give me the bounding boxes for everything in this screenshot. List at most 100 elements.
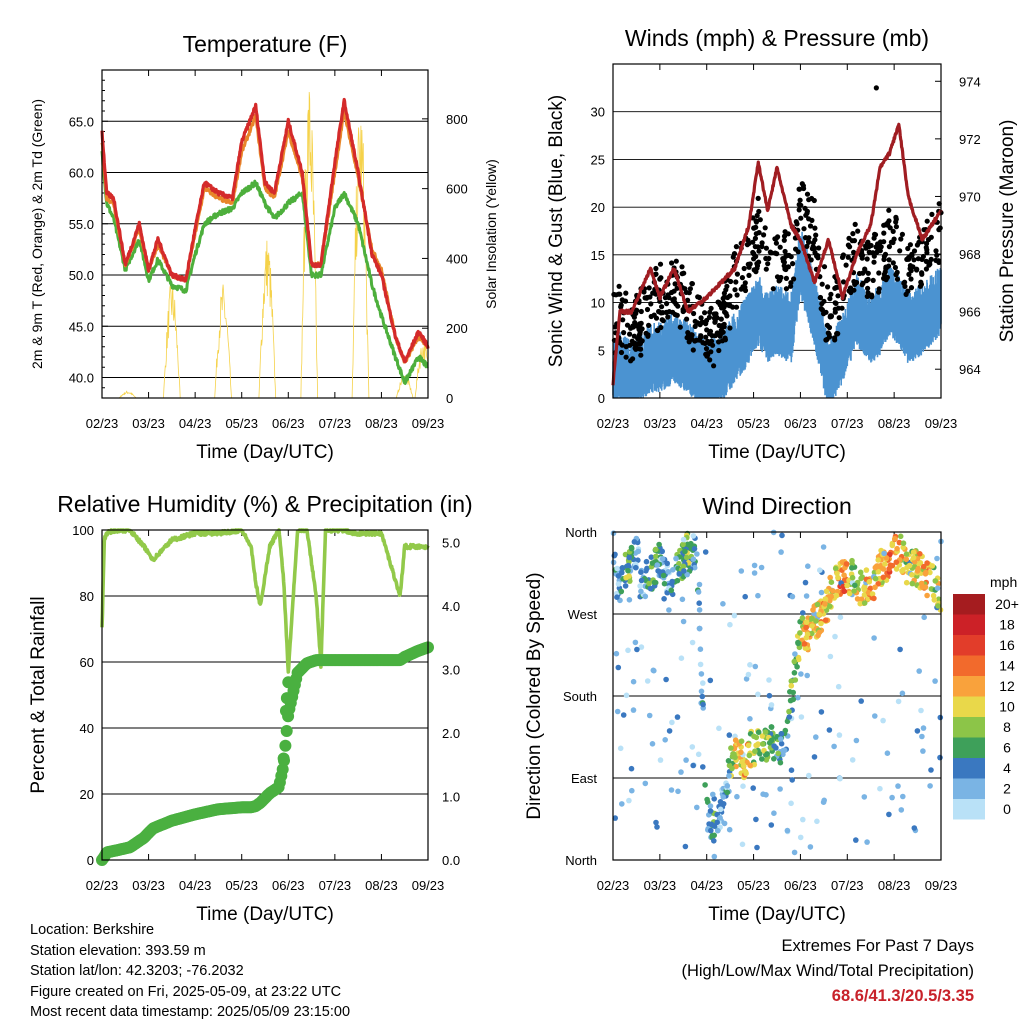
gust-point [785,231,791,237]
direction-point [708,827,714,834]
direction-point [768,822,775,828]
gust-point [637,330,643,337]
gust-point [911,248,918,254]
gust-point [788,283,794,289]
direction-point [835,574,841,581]
x-tick-label: 06/23 [784,878,817,893]
direction-point [620,712,627,718]
direction-point [875,557,881,563]
gust-point [761,232,767,238]
direction-point [788,800,794,807]
y-right-tick-label: 800 [446,112,468,127]
x-tick-label: 07/23 [831,416,864,431]
direction-point [778,731,785,737]
direction-point [726,826,733,833]
direction-point [696,625,703,632]
direction-point [802,645,809,651]
gust-point [888,239,895,245]
gust-point [881,230,887,236]
y-tick-label: West [568,607,598,622]
y-tick-label: 5 [598,343,605,358]
gust-point [664,301,670,307]
gust-point [832,309,838,315]
direction-point [788,767,795,773]
gust-point [753,231,759,237]
gust-point [616,283,622,289]
direction-point [711,796,717,802]
gust-point [898,236,904,242]
direction-point [642,593,649,600]
gust-point [796,207,802,213]
gust-point [653,315,660,321]
direction-point [759,741,766,747]
y-tick-label: 60.0 [69,166,94,181]
gust-point [894,276,901,282]
gust-point [730,304,736,310]
gust-point [876,286,882,292]
direction-point [716,725,722,732]
gust-point [696,294,703,301]
direction-point [694,804,700,811]
direction-point [811,754,818,760]
gust-point [628,358,634,364]
direction-point [851,588,857,594]
gust-point [665,314,671,320]
legend-swatch [953,799,985,820]
x-tick-label: 03/23 [644,416,677,431]
plot-frame [612,531,942,861]
direction-point [755,691,761,698]
y-axis-label: Direction (Colored By Speed) [524,572,545,819]
legend-label: 20+ [995,596,1019,612]
direction-point [914,728,921,734]
y-tick-label: 40 [80,721,94,736]
direction-point [717,815,723,821]
gust-point [859,250,865,256]
direction-point [676,571,683,577]
direction-point [728,745,734,751]
gust-point [669,260,675,266]
direction-point [898,807,905,813]
gust-point [689,332,695,338]
direction-point [669,719,675,726]
direction-point [619,569,625,576]
direction-point [903,551,910,557]
direction-point [614,565,620,572]
gust-point [711,363,717,369]
direction-point [771,743,777,749]
gust-point [637,324,643,330]
gust-point [884,264,890,271]
direction-point [683,554,690,561]
direction-point [882,561,888,567]
direction-point [755,592,761,599]
gust-point [804,243,810,249]
gust-point [751,256,757,262]
direction-point [625,567,631,574]
gust-point [772,236,778,242]
gust-point [906,256,912,262]
legend-label: 16 [999,637,1015,653]
y-tick-label: North [565,853,597,868]
precip-point [279,704,292,717]
series-dewpoint [100,150,429,385]
direction-point [800,816,806,823]
gust-point [705,352,711,358]
gust-point [716,322,722,329]
direction-point [629,787,635,794]
direction-point [822,617,829,623]
direction-point [818,709,825,715]
plot-frame [612,63,942,399]
gust-point [739,275,746,281]
direction-point [663,676,669,683]
y-right-tick-label: 966 [959,305,981,320]
direction-point [720,794,726,800]
gust-point [918,279,924,285]
gust-point [724,283,730,289]
direction-point [818,589,825,596]
direction-point [764,751,770,757]
gust-point [833,284,839,291]
direction-point [814,601,821,608]
gust-point [816,245,822,251]
direction-point [822,601,828,607]
gust-point [684,316,690,322]
